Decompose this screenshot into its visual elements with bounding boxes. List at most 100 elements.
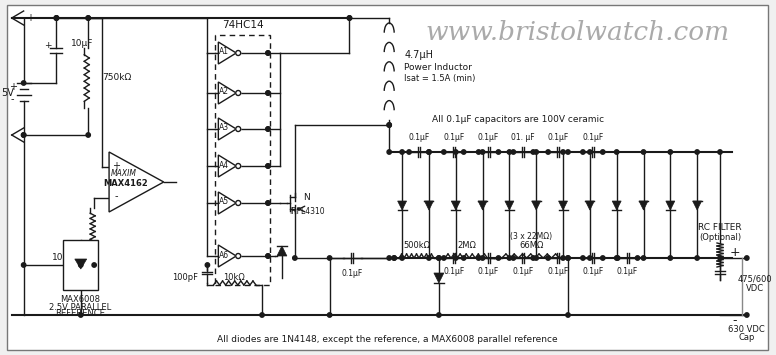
Text: (Optional): (Optional) bbox=[699, 234, 741, 242]
Polygon shape bbox=[218, 82, 236, 104]
Text: A6: A6 bbox=[220, 251, 230, 260]
Polygon shape bbox=[218, 42, 236, 64]
Circle shape bbox=[92, 263, 96, 267]
Circle shape bbox=[236, 50, 241, 55]
Circle shape bbox=[476, 150, 481, 154]
Text: +: + bbox=[43, 42, 51, 50]
Text: Cap: Cap bbox=[739, 333, 755, 343]
Polygon shape bbox=[424, 201, 434, 210]
Text: +: + bbox=[112, 161, 120, 171]
Circle shape bbox=[453, 150, 458, 154]
Polygon shape bbox=[585, 201, 594, 210]
Circle shape bbox=[348, 16, 352, 20]
Polygon shape bbox=[218, 155, 236, 177]
Circle shape bbox=[442, 256, 446, 260]
Circle shape bbox=[266, 201, 270, 205]
Text: 0.1μF: 0.1μF bbox=[582, 133, 604, 142]
Circle shape bbox=[580, 256, 585, 260]
Circle shape bbox=[427, 150, 431, 154]
Circle shape bbox=[392, 256, 397, 260]
Circle shape bbox=[531, 150, 535, 154]
Circle shape bbox=[236, 201, 241, 206]
Text: MAX6008: MAX6008 bbox=[61, 295, 100, 305]
Circle shape bbox=[668, 150, 673, 154]
Text: 0.1μF: 0.1μF bbox=[478, 133, 499, 142]
Circle shape bbox=[668, 256, 673, 260]
Text: -: - bbox=[733, 315, 737, 328]
Circle shape bbox=[546, 256, 550, 260]
Text: 10μF: 10μF bbox=[71, 38, 94, 48]
Text: A1: A1 bbox=[220, 48, 229, 56]
Circle shape bbox=[54, 16, 59, 20]
Circle shape bbox=[266, 254, 270, 258]
Circle shape bbox=[437, 256, 441, 260]
Text: All 0.1μF capacitors are 100V ceramic: All 0.1μF capacitors are 100V ceramic bbox=[432, 115, 605, 125]
Text: www.bristolwatch.com: www.bristolwatch.com bbox=[426, 20, 730, 44]
Circle shape bbox=[327, 313, 332, 317]
Text: 66MΩ: 66MΩ bbox=[519, 241, 543, 251]
Circle shape bbox=[566, 256, 570, 260]
Polygon shape bbox=[612, 201, 621, 210]
Circle shape bbox=[22, 263, 26, 267]
Circle shape bbox=[745, 256, 749, 260]
Circle shape bbox=[86, 133, 90, 137]
Polygon shape bbox=[397, 201, 407, 210]
Circle shape bbox=[387, 150, 391, 154]
Circle shape bbox=[546, 150, 550, 154]
Text: 630 VDC: 630 VDC bbox=[729, 326, 765, 334]
Circle shape bbox=[587, 256, 592, 260]
Circle shape bbox=[22, 133, 26, 137]
Text: -: - bbox=[26, 130, 29, 140]
Text: All diodes are 1N4148, except the reference, a MAX6008 parallel reference: All diodes are 1N4148, except the refere… bbox=[217, 335, 557, 344]
Circle shape bbox=[511, 256, 515, 260]
Circle shape bbox=[615, 256, 619, 260]
Polygon shape bbox=[452, 201, 460, 210]
Circle shape bbox=[587, 150, 592, 154]
Text: 0.1μF: 0.1μF bbox=[408, 133, 430, 142]
Polygon shape bbox=[434, 273, 444, 283]
Text: 0.1μF: 0.1μF bbox=[443, 268, 464, 277]
Polygon shape bbox=[532, 201, 541, 210]
Text: A5: A5 bbox=[220, 197, 230, 207]
Polygon shape bbox=[666, 201, 675, 210]
Polygon shape bbox=[559, 201, 567, 210]
Text: Power Inductor: Power Inductor bbox=[404, 64, 472, 72]
Text: 0.1μF: 0.1μF bbox=[617, 268, 638, 277]
Text: VDC: VDC bbox=[746, 284, 764, 293]
Polygon shape bbox=[505, 201, 514, 210]
Circle shape bbox=[327, 256, 332, 260]
Polygon shape bbox=[218, 192, 236, 214]
Circle shape bbox=[400, 256, 404, 260]
Text: (3 x 22MΩ): (3 x 22MΩ) bbox=[510, 231, 553, 240]
Circle shape bbox=[462, 150, 466, 154]
Circle shape bbox=[86, 16, 90, 20]
Circle shape bbox=[561, 150, 565, 154]
Circle shape bbox=[266, 127, 270, 131]
Polygon shape bbox=[218, 118, 236, 140]
Circle shape bbox=[453, 256, 458, 260]
Text: 500kΩ: 500kΩ bbox=[404, 241, 431, 251]
Circle shape bbox=[236, 126, 241, 131]
Circle shape bbox=[86, 16, 90, 20]
Circle shape bbox=[266, 91, 270, 95]
Circle shape bbox=[497, 150, 501, 154]
Circle shape bbox=[566, 256, 570, 260]
Text: A3: A3 bbox=[220, 124, 230, 132]
Text: +: + bbox=[26, 13, 33, 23]
Circle shape bbox=[462, 256, 466, 260]
Circle shape bbox=[480, 256, 485, 260]
Circle shape bbox=[641, 150, 646, 154]
Circle shape bbox=[236, 91, 241, 95]
Circle shape bbox=[476, 256, 481, 260]
Circle shape bbox=[437, 313, 441, 317]
Circle shape bbox=[266, 164, 270, 168]
Text: IRFL4310: IRFL4310 bbox=[289, 207, 324, 215]
Circle shape bbox=[205, 263, 210, 267]
Text: MAXIM: MAXIM bbox=[111, 169, 137, 179]
Circle shape bbox=[22, 81, 26, 85]
Circle shape bbox=[427, 256, 431, 260]
Text: A2: A2 bbox=[220, 87, 229, 97]
Text: 10kΩ: 10kΩ bbox=[223, 273, 245, 283]
Circle shape bbox=[437, 256, 441, 260]
Text: 74HC14: 74HC14 bbox=[222, 20, 264, 30]
